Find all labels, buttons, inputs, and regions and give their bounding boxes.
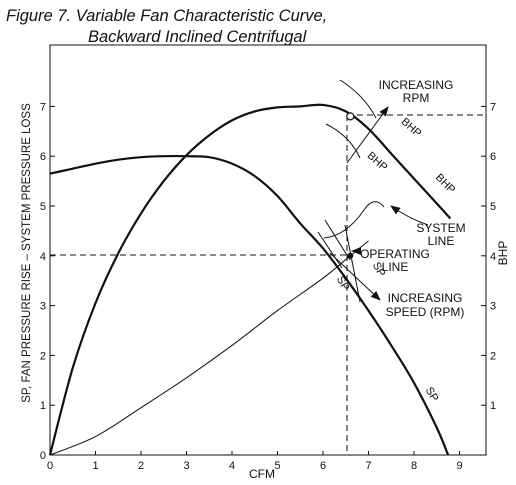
x-tick-label: 6 — [320, 460, 326, 472]
x-tick-label: 3 — [183, 460, 189, 472]
sp-label: SP — [334, 274, 351, 293]
sp-tick-line — [324, 219, 351, 261]
y2-tick-label: 3 — [490, 301, 496, 313]
y-tick-label: 2 — [40, 350, 46, 362]
y-tick-label: 4 — [40, 251, 46, 263]
y-tick-label: 5 — [40, 201, 46, 213]
x-axis-label: CFM — [249, 467, 275, 481]
increasing-speed-arrow — [329, 252, 381, 301]
title-line-1: Figure 7. Variable Fan Characteristic Cu… — [6, 7, 328, 25]
x-tick-label: 7 — [365, 460, 371, 472]
y2-tick-label: 5 — [490, 201, 496, 213]
series-layer — [48, 103, 452, 456]
y-tick-label: 3 — [40, 301, 46, 313]
annotation-text: LINE — [428, 234, 455, 248]
y-tick-label: 0 — [40, 450, 46, 462]
system-line-leader — [390, 205, 429, 226]
annotation-increasing-speed: INCREASING SPEED (RPM) — [386, 291, 465, 319]
annotation-text: SPEED (RPM) — [386, 305, 465, 319]
title-line-2: Backward Inclined Centrifugal — [88, 28, 307, 46]
rpm-arc — [339, 79, 377, 119]
annotation-text: INCREASING — [388, 291, 463, 305]
y2-tick-label: 6 — [490, 151, 496, 163]
bhp-marker-circle — [346, 112, 355, 121]
y-axis-label: SP, FAN PRESSURE RISE – SYSTEM PRESSURE … — [21, 103, 33, 403]
y-axis: 0 1 2 3 4 5 6 7 — [40, 101, 55, 462]
series-1-line — [49, 154, 450, 456]
y2-tick-label: 1 — [490, 400, 496, 412]
annotation-text: RPM — [403, 91, 430, 105]
sp-tick-line — [317, 231, 343, 269]
operating-line-curve — [323, 201, 385, 239]
rpm-arc-lower — [325, 123, 361, 159]
x-tick-label: 4 — [229, 460, 235, 472]
series-2-line — [49, 240, 369, 456]
annotation-text: SYSTEM — [416, 221, 465, 235]
bhp-label: BHP — [433, 172, 457, 196]
plot-frame — [49, 44, 487, 456]
x-tick-label: 8 — [411, 460, 417, 472]
x-tick-label: 9 — [456, 460, 462, 472]
chart-title: Figure 7. Variable Fan Characteristic Cu… — [6, 6, 327, 48]
x-tick-label: 0 — [47, 460, 53, 472]
x-tick-label: 2 — [138, 460, 144, 472]
y2-tick-label: 7 — [490, 101, 496, 113]
y-tick-label: 1 — [40, 400, 46, 412]
y-tick-label: 6 — [40, 151, 46, 163]
bhp-label: BHP — [365, 150, 390, 174]
annotation-system-line: SYSTEM LINE — [416, 221, 465, 248]
sp-tick-line — [344, 224, 361, 303]
y-tick-label: 7 — [40, 101, 46, 113]
annotation-text: OPERATING — [360, 247, 430, 261]
y2-tick-label: 2 — [490, 350, 496, 362]
x-tick-label: 1 — [92, 460, 98, 472]
operating-line-leader — [351, 247, 362, 256]
y2-axis: 1 2 3 4 5 6 7 — [481, 101, 496, 412]
sp-label: SP — [423, 385, 441, 404]
annotation-text: INCREASING — [379, 78, 454, 92]
increasing-rpm-arrow — [346, 106, 389, 164]
y2-tick-label: 4 — [490, 251, 496, 263]
annotation-text: LINE — [382, 260, 409, 274]
bhp-label: BHP — [399, 116, 424, 140]
y2-axis-label: BHP — [496, 241, 510, 266]
annotation-increasing-rpm: INCREASING RPM — [379, 78, 454, 105]
annotation-operating-line: OPERATING LINE — [360, 247, 430, 274]
series-0-line — [48, 103, 452, 456]
x-tick-label: 5 — [274, 460, 280, 472]
